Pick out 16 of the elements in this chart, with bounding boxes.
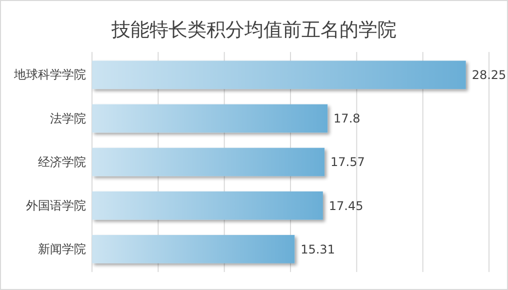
bar	[92, 191, 323, 220]
bar	[92, 234, 295, 264]
data-label: 17.8	[334, 112, 360, 126]
y-tick-label: 地球科学学院	[13, 68, 86, 82]
y-tick-label: 经济学院	[38, 154, 86, 169]
y-tick-label: 法学院	[50, 111, 86, 126]
bar	[92, 148, 325, 176]
data-label: 17.45	[328, 198, 364, 213]
y-tick-label: 新闻学院	[38, 242, 86, 256]
bar	[92, 60, 466, 90]
data-label: 28.25	[472, 68, 506, 82]
chart-title: 技能特长类积分均值前五名的学院	[110, 19, 396, 41]
bar	[92, 104, 328, 133]
data-label: 15.31	[300, 242, 335, 256]
data-label: 17.57	[330, 155, 365, 170]
y-tick-label: 外国语学院	[26, 198, 86, 212]
